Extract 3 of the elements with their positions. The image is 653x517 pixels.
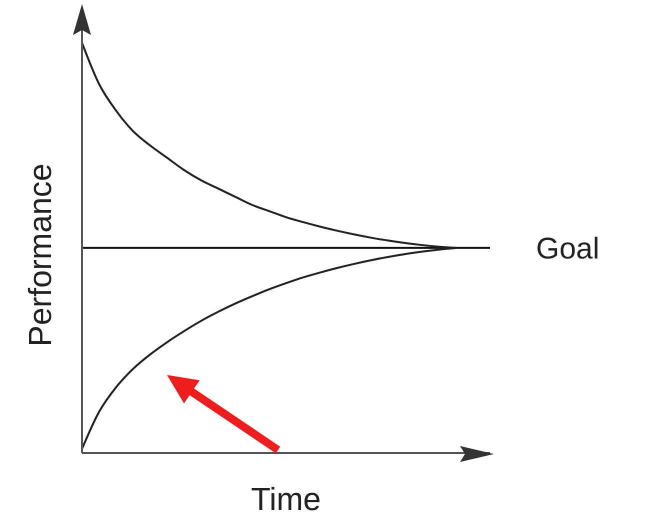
ref-line-label: Goal (536, 232, 600, 266)
y-axis-title: Performance (22, 163, 58, 347)
x-axis-title: Time (251, 481, 321, 517)
